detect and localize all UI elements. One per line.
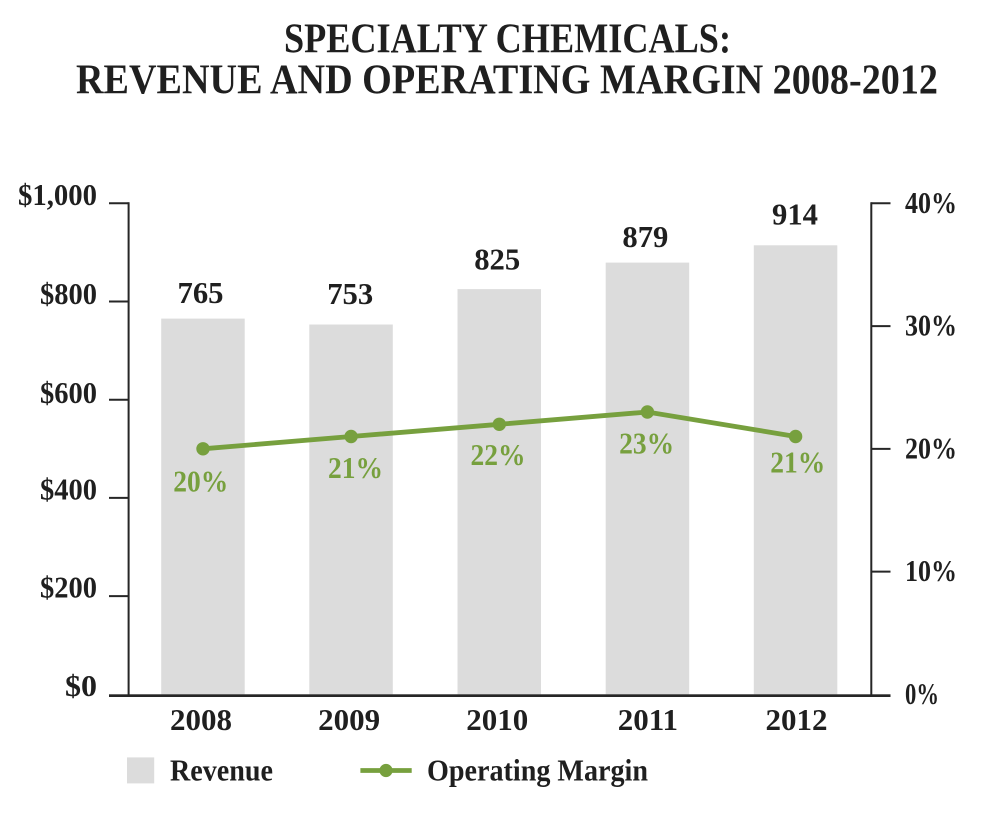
svg-text:2009: 2009 <box>318 702 380 737</box>
svg-text:21%: 21% <box>770 445 825 480</box>
svg-text:2008: 2008 <box>170 702 232 737</box>
svg-text:753: 753 <box>327 276 373 311</box>
svg-text:10%: 10% <box>905 553 957 588</box>
svg-text:914: 914 <box>772 197 818 232</box>
svg-text:$400: $400 <box>40 471 97 506</box>
svg-text:Operating Margin: Operating Margin <box>427 753 648 788</box>
svg-text:879: 879 <box>622 219 668 254</box>
svg-text:$0: $0 <box>65 668 97 703</box>
svg-text:Revenue: Revenue <box>170 753 273 788</box>
svg-text:20%: 20% <box>173 464 228 499</box>
svg-text:$200: $200 <box>40 570 97 605</box>
svg-text:$600: $600 <box>40 375 97 410</box>
svg-text:30%: 30% <box>905 308 957 343</box>
svg-text:SPECIALTY CHEMICALS:: SPECIALTY CHEMICALS: <box>284 17 731 63</box>
svg-text:2010: 2010 <box>466 702 528 737</box>
svg-text:$1,000: $1,000 <box>18 177 97 212</box>
svg-text:0%: 0% <box>905 676 939 711</box>
svg-text:40%: 40% <box>905 185 957 220</box>
svg-text:20%: 20% <box>905 430 957 465</box>
svg-text:2012: 2012 <box>766 702 828 737</box>
svg-text:765: 765 <box>178 275 224 310</box>
svg-text:22%: 22% <box>471 437 526 472</box>
svg-text:REVENUE AND OPERATING MARGIN 2: REVENUE AND OPERATING MARGIN 2008-2012 <box>76 58 938 104</box>
svg-text:$800: $800 <box>40 276 97 311</box>
svg-text:825: 825 <box>474 242 520 277</box>
svg-text:2011: 2011 <box>618 702 678 737</box>
svg-text:21%: 21% <box>328 450 383 485</box>
svg-text:23%: 23% <box>619 426 674 461</box>
